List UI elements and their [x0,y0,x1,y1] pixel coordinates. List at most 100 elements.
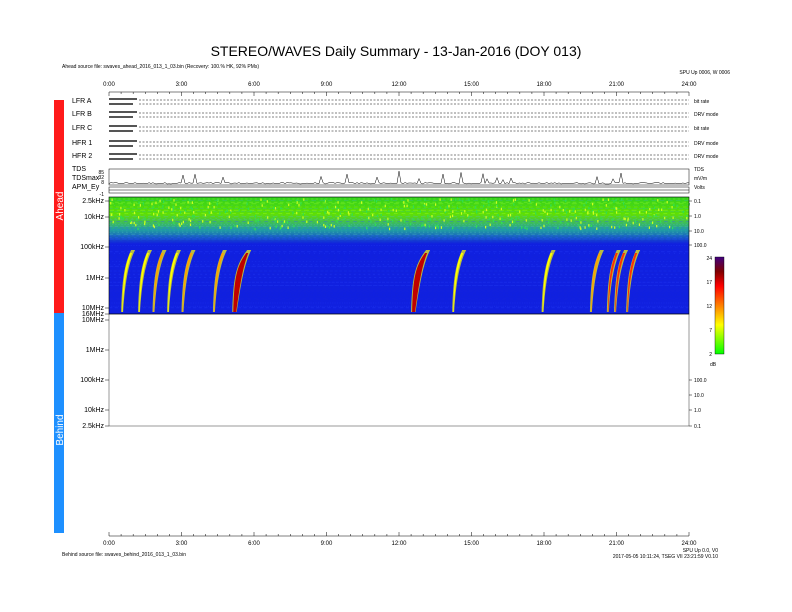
spectrogram-speck [597,220,599,223]
spectrogram-speck [485,208,488,212]
spectrogram-speck [412,205,415,209]
spectrogram-speck [380,208,382,212]
time-tick-label: 21:00 [609,541,625,547]
spectrogram-speck [541,219,543,222]
spectrogram-speck [446,205,448,209]
spectrogram-speck [217,199,219,202]
hk-setting-text [109,98,137,100]
spectrogram-speck [296,199,298,202]
spectrogram-speck [421,217,423,220]
spectrogram-speck [173,216,175,219]
spectrogram-speck [189,223,192,226]
spectrogram-speck [580,221,582,224]
spectrogram-speck [139,204,141,207]
spectrogram-speck [204,213,206,217]
spectrogram-speck [296,201,298,204]
spectrogram-speck [135,218,138,221]
spectrogram-speck [330,223,332,227]
spectrogram-speck [566,218,568,221]
spectrogram-speck [273,206,275,210]
spectrogram-speck [614,207,616,210]
spectrogram-speck [535,212,537,215]
tds-tick: 8 [101,180,104,186]
spectrogram-speck [281,224,283,228]
hk-label: LFR B [72,111,92,118]
spectrogram-speck [548,217,550,221]
spectrogram-speck [277,220,279,223]
spectrogram-speck [144,220,146,224]
spectrogram-speck [499,217,501,220]
spectrogram-speck [343,217,345,220]
spectrogram-speck [686,216,688,220]
figure-title: STEREO/WAVES Daily Summary - 13-Jan-2016… [211,43,582,59]
spectrogram-speck [122,217,124,220]
spectrogram-speck [554,210,556,213]
hk-right-label: DRV mode [694,154,719,160]
spectrogram-speck [497,214,499,217]
spectrogram-speck [435,226,437,230]
spectrogram-speck [120,215,122,219]
spectrogram-speck [390,198,392,201]
tds-panel [108,168,690,186]
radio-burst [590,253,601,312]
spectrogram-speck [179,224,181,228]
spectrogram-speck [375,200,378,203]
spectrogram-speck [144,222,146,226]
spectrogram-speck [247,207,250,211]
spectrogram-speck [306,220,308,223]
time-tick-label: 6:00 [248,541,260,547]
spectrogram-speck [455,198,457,201]
spectrogram-speck [463,219,465,223]
spectrogram-speck [564,208,566,212]
spectrogram-speck [337,201,339,204]
spectrogram-speck [421,224,423,227]
spectrogram-speck [403,204,405,208]
freq-tick-label: 1MHz [86,347,105,354]
spectrogram-speck [257,218,259,221]
spectrogram-speck [423,204,425,207]
time-tick-label: 12:00 [391,541,407,547]
spectrogram-speck [449,215,451,219]
spectrogram-speck [138,201,140,204]
hk-right-label: DRV mode [694,141,719,147]
hk-setting-text [109,145,133,147]
spectrogram-speck [460,212,463,215]
spectrogram-speck [443,219,445,222]
spectrogram-speck [238,208,240,212]
spectrogram-speck [676,204,678,208]
spectrogram-speck [374,208,376,211]
spectrogram-speck [163,200,165,203]
radio-burst [412,253,428,312]
spectrogram-speck [605,211,607,215]
time-tick-label: 21:00 [609,82,625,88]
spectrogram-speck [584,208,586,212]
spectrogram-speck [337,217,339,220]
spectrogram-speck [254,214,256,218]
spectrogram-speck [666,201,668,204]
spectrogram-speck [374,223,376,226]
time-tick-label: 0:00 [103,541,115,547]
spectrogram-speck [279,219,281,223]
spectrogram-speck [550,204,552,207]
spectrogram-speck [444,210,447,214]
spectrogram-speck [559,205,561,209]
spectrogram-speck [199,226,201,229]
radio-burst [627,253,638,312]
spectrogram-speck [661,208,663,211]
spectrogram-speck [327,210,329,214]
colorbar-tick-label: 2 [709,352,712,358]
spectrogram-speck [130,221,132,224]
spectrogram-speck [596,227,598,230]
spectrogram-speck [585,201,587,204]
spectrogram-speck [643,207,645,210]
spectrogram-speck [658,208,660,211]
freq-tick-label: 100kHz [80,244,104,251]
spectrogram-speck [427,214,429,218]
spectrogram-speck [436,224,439,227]
colorbar-tick-label: 24 [706,256,712,262]
spectrogram-speck [579,219,581,222]
freq-tick-label: 2.5kHz [82,423,104,430]
spectrogram-speck [462,200,464,203]
spectrogram-speck [173,221,175,225]
